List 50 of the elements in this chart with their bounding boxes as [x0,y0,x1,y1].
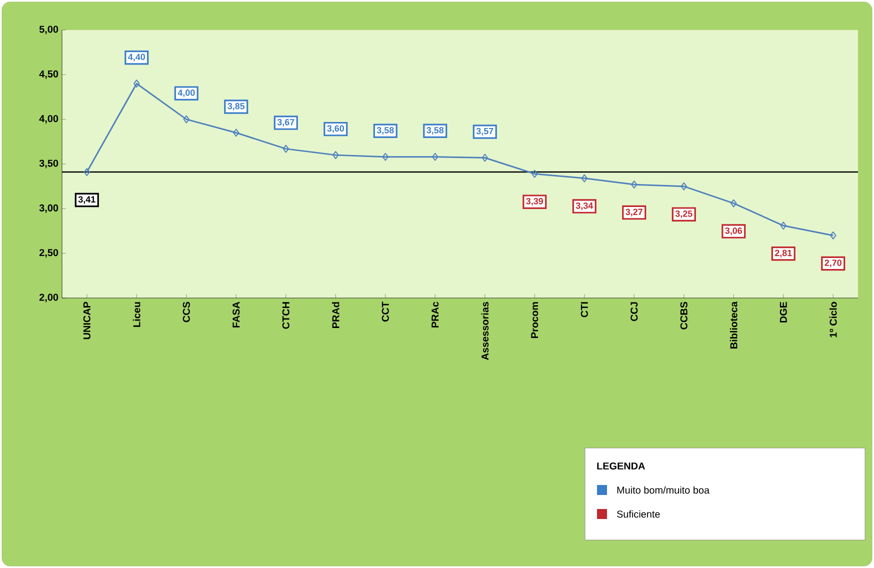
x-tick-label: CCBS [680,302,688,330]
x-tick-label: DGE [780,302,787,322]
data-label: 3,27 [626,208,642,216]
data-label: 3,41 [78,196,96,204]
x-tick-label: FASA [232,302,240,328]
data-label: 4,00 [178,90,195,98]
y-tick-label: 3,00 [39,204,58,213]
data-label: 3,39 [526,198,544,206]
x-tick-label: Liceu [132,302,140,327]
point [382,152,388,161]
point [482,154,488,162]
data-label: 4,40 [128,54,145,62]
data-label: 3,58 [426,127,444,135]
text: Suficiente [616,510,660,518]
x-tick-label: CTI [580,302,588,318]
data-label: 3,67 [277,118,294,127]
data-label: 2,81 [774,250,792,258]
point [183,115,190,124]
y-tick-label: 4,50 [39,70,58,79]
data-label: 3,25 [675,210,692,218]
point [432,152,438,161]
point [282,144,289,153]
legend-title: LEGENDA [597,462,645,470]
x-tick-label: UNICAP [83,302,90,340]
data-label: 3,34 [576,202,594,210]
point [233,128,240,137]
data-label: 3,60 [327,125,344,133]
x-tick-label: CCT [382,302,389,322]
x-tick-label: CCS [182,302,190,322]
y-tick-label: 2,00 [39,294,58,302]
x-tick-label: Assessorias [481,302,489,360]
data-label: 3,85 [228,102,245,111]
y-tick-label: 5,00 [39,26,58,34]
x-tick-label: 1º Ciclo [829,302,837,338]
y-tick-label: 4,00 [39,115,58,124]
text: Muito bom/muito boa [617,486,710,494]
y-tick-label: 3,50 [39,160,58,168]
point [134,80,140,88]
x-tick-label: Biblioteca [730,301,738,348]
x-tick-label: PRAd [332,302,340,328]
x-tick-label: CTCH [282,302,290,329]
data-label: 3,06 [725,227,742,236]
y-tick-label: 2,50 [39,249,58,258]
data-label: 3,57 [476,128,494,136]
data-label: 2,70 [824,260,842,268]
point [332,151,339,160]
x-tick-label: Procom [531,302,538,338]
data-label: 3,58 [376,127,394,135]
x-tick-label: CCJ [630,302,638,322]
x-tick-label: PRAc [432,302,439,328]
